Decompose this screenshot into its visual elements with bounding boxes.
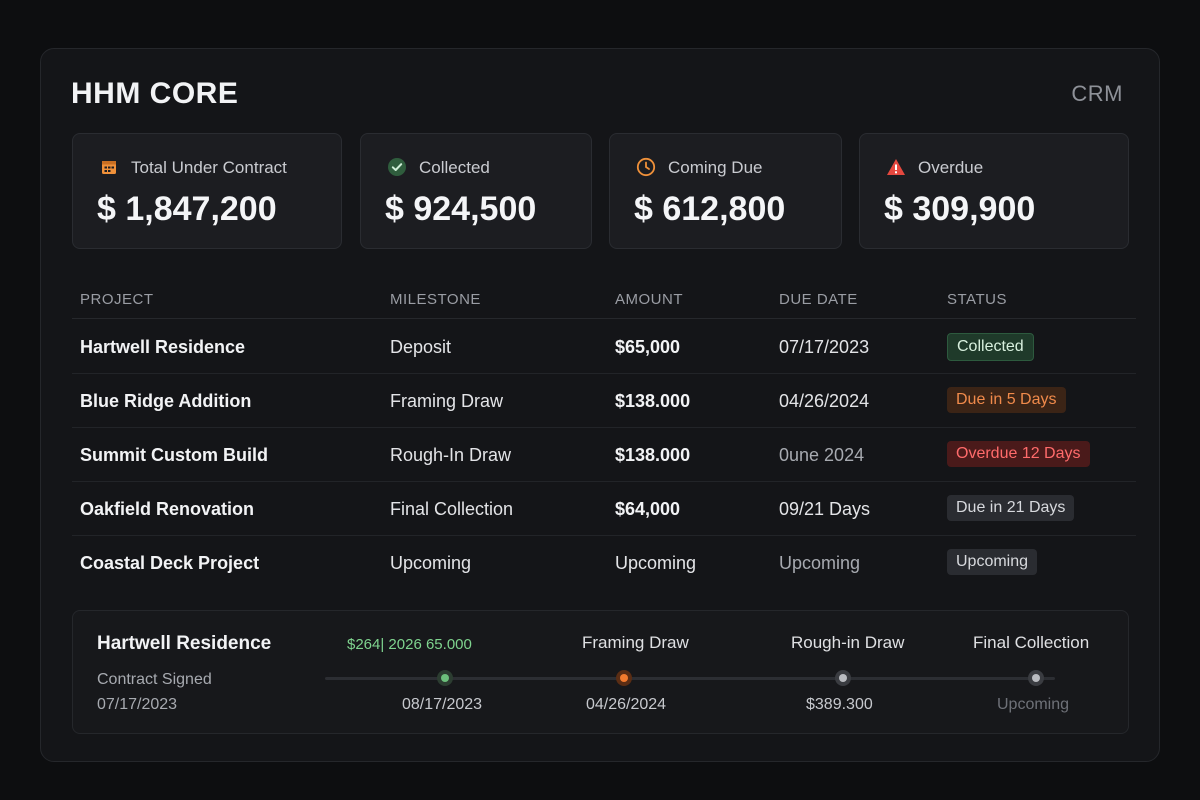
summary-label: Coming Due <box>668 158 763 177</box>
summary-label: Overdue <box>918 158 984 177</box>
table-row[interactable]: Hartwell Residence Deposit $65,000 07/17… <box>72 320 1136 374</box>
cell-amount: $64,000 <box>615 499 681 519</box>
cell-project: Oakfield Renovation <box>80 499 255 519</box>
table-row[interactable]: Blue Ridge Addition Framing Draw $138.00… <box>72 374 1136 428</box>
timeline-start-date: 07/17/2023 <box>97 696 178 713</box>
cell-due-date: Upcoming <box>779 553 861 573</box>
dashboard-panel: HHM CORE CRM Total Under Contract $ 1,84… <box>40 48 1160 762</box>
summary-card-collected[interactable]: Collected $ 924,500 <box>360 133 592 249</box>
cell-project: Summit Custom Build <box>80 445 268 465</box>
status-badge: Due in 21 Days <box>947 495 1075 521</box>
section-label[interactable]: CRM <box>1071 81 1123 106</box>
timeline-step-dot-done[interactable] <box>437 670 453 686</box>
summary-value: $ 924,500 <box>385 190 537 228</box>
timeline-step-date: Upcoming <box>997 696 1070 713</box>
column-header-amount[interactable]: AMOUNT <box>615 291 683 308</box>
summary-card-overdue[interactable]: Overdue $ 309,900 <box>859 133 1129 249</box>
status-badge: Collected <box>947 333 1034 361</box>
timeline-track <box>325 677 1055 680</box>
summary-value: $ 1,847,200 <box>97 190 277 228</box>
cell-amount: $138.000 <box>615 445 691 465</box>
app-title: HHM CORE <box>71 77 239 110</box>
timeline-collected-note: $264| 2026 65.000 <box>347 636 472 653</box>
timeline-start-label: Contract Signed <box>97 671 212 688</box>
cell-due-date: 0une 2024 <box>779 445 865 465</box>
timeline-step-date: 08/17/2023 <box>402 696 483 713</box>
cell-project: Coastal Deck Project <box>80 553 260 573</box>
table-header: PROJECT MILESTONE AMOUNT DUE DATE STATUS <box>72 279 1136 319</box>
timeline-project-name: Hartwell Residence <box>97 633 272 654</box>
cell-milestone: Deposit <box>390 337 452 357</box>
column-header-status[interactable]: STATUS <box>947 291 1007 308</box>
milestone-timeline: Hartwell Residence Contract Signed 07/17… <box>72 610 1129 734</box>
table-row[interactable]: Oakfield Renovation Final Collection $64… <box>72 482 1136 536</box>
timeline-step-label: Rough-in Draw <box>791 633 905 652</box>
summary-value: $ 612,800 <box>634 190 786 228</box>
cell-amount: $65,000 <box>615 337 681 357</box>
calendar-icon <box>102 161 116 174</box>
cell-amount: $138.000 <box>615 391 691 411</box>
cell-milestone: Upcoming <box>390 553 472 573</box>
timeline-step-label: Final Collection <box>973 633 1090 652</box>
cell-due-date: 09/21 Days <box>779 499 871 519</box>
status-badge: Due in 5 Days <box>947 387 1066 413</box>
cell-milestone: Final Collection <box>390 499 514 519</box>
clock-icon <box>636 157 656 177</box>
cell-project: Blue Ridge Addition <box>80 391 252 411</box>
check-circle-icon <box>388 158 406 176</box>
summary-card-coming-due[interactable]: Coming Due $ 612,800 <box>609 133 842 249</box>
timeline-step-dot-pending[interactable] <box>835 670 851 686</box>
status-badge: Overdue 12 Days <box>947 441 1090 467</box>
summary-card-total[interactable]: Total Under Contract $ 1,847,200 <box>72 133 342 249</box>
status-badge: Upcoming <box>947 549 1038 575</box>
cell-amount: Upcoming <box>615 553 697 573</box>
cell-due-date: 04/26/2024 <box>779 391 870 411</box>
summary-label: Collected <box>419 158 490 177</box>
column-header-project[interactable]: PROJECT <box>80 291 154 308</box>
summary-label: Total Under Contract <box>131 158 287 177</box>
cell-milestone: Framing Draw <box>390 391 504 411</box>
timeline-step-dot-current[interactable] <box>616 670 632 686</box>
timeline-step-date: 04/26/2024 <box>586 696 667 713</box>
column-header-due-date[interactable]: DUE DATE <box>779 291 858 308</box>
timeline-step-dot-pending[interactable] <box>1028 670 1044 686</box>
cell-project: Hartwell Residence <box>80 337 246 357</box>
cell-milestone: Rough-In Draw <box>390 445 512 465</box>
warning-icon <box>887 159 905 175</box>
summary-value: $ 309,900 <box>884 190 1036 228</box>
column-header-milestone[interactable]: MILESTONE <box>390 291 481 308</box>
table-row[interactable]: Coastal Deck Project Upcoming Upcoming U… <box>72 536 1136 590</box>
table-row[interactable]: Summit Custom Build Rough-In Draw $138.0… <box>72 428 1136 482</box>
timeline-step-label: Framing Draw <box>582 633 689 652</box>
timeline-step-value: $389.300 <box>806 696 873 713</box>
cell-due-date: 07/17/2023 <box>779 337 870 357</box>
